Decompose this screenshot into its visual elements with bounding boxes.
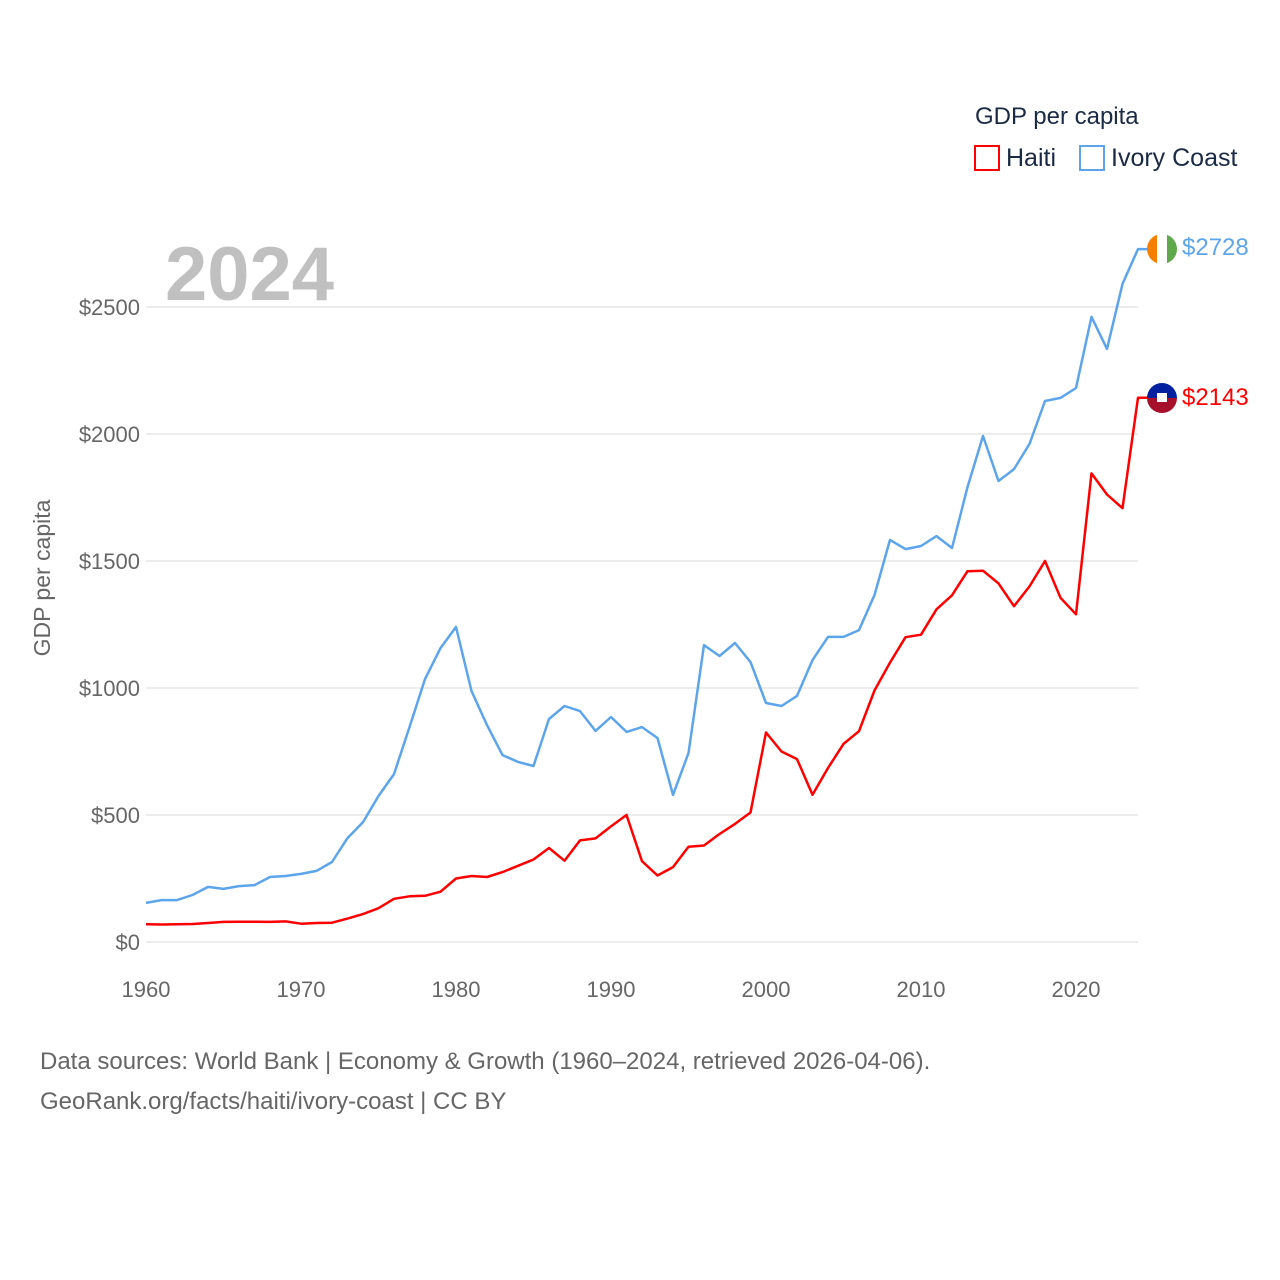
legend-item-ivory-coast[interactable]: Ivory Coast	[1079, 144, 1237, 172]
legend-item-haiti[interactable]: Haiti	[974, 144, 1056, 172]
y-tick-label: $1500	[79, 549, 140, 574]
year-watermark: 2024	[165, 232, 334, 317]
series-line-ivory-coast	[145, 247, 1148, 905]
x-tick-label: 2020	[1052, 977, 1101, 1002]
series-line-haiti	[145, 396, 1148, 926]
ivory-coast-flag-icon	[1147, 234, 1177, 264]
legend-swatch-haiti	[974, 145, 1000, 171]
source-link[interactable]: GeoRank.org/facts/haiti/ivory-coast | CC…	[40, 1088, 507, 1115]
legend-swatch-ivory-coast	[1079, 145, 1105, 171]
data-sources: Data sources: World Bank | Economy & Gro…	[40, 1048, 931, 1075]
y-tick-label: $2000	[79, 422, 140, 447]
y-tick-label: $1000	[79, 676, 140, 701]
y-tick-label: $500	[91, 803, 140, 828]
x-tick-label: 1960	[122, 977, 171, 1002]
x-tick-label: 1990	[587, 977, 636, 1002]
x-tick-label: 2000	[742, 977, 791, 1002]
y-tick-label: $0	[116, 930, 140, 955]
end-label-ivory-coast: $2728	[1182, 234, 1249, 261]
legend-label-haiti: Haiti	[1006, 144, 1056, 172]
y-tick-label: $2500	[79, 295, 140, 320]
legend-label-ivory-coast: Ivory Coast	[1111, 144, 1237, 172]
x-tick-label: 2010	[897, 977, 946, 1002]
x-tick-label: 1980	[432, 977, 481, 1002]
legend-title: GDP per capita	[975, 103, 1139, 130]
footer: Data sources: World Bank | Economy & Gro…	[40, 1042, 930, 1122]
end-label-haiti: $2143	[1182, 384, 1249, 411]
haiti-flag-icon	[1147, 383, 1177, 413]
y-axis-label: GDP per capita	[29, 499, 55, 656]
x-tick-label: 1970	[277, 977, 326, 1002]
